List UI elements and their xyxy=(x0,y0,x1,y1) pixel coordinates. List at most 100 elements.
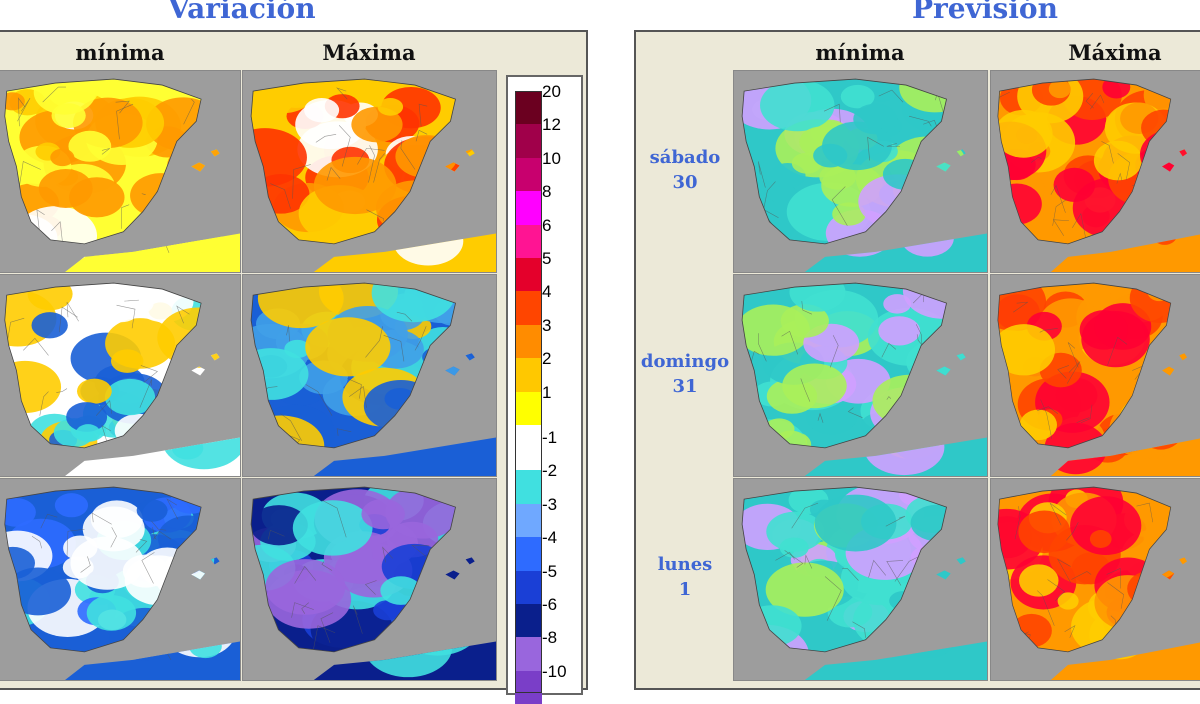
province-border xyxy=(1071,571,1092,580)
province-border xyxy=(847,407,863,418)
province-border xyxy=(997,91,1010,126)
day-number: 1 xyxy=(678,579,692,600)
province-border xyxy=(831,186,848,226)
province-border xyxy=(1052,199,1067,226)
province-border xyxy=(18,97,26,127)
temperature-patch xyxy=(122,554,169,588)
province-border xyxy=(151,521,167,531)
province-border xyxy=(1066,361,1081,384)
province-border xyxy=(801,301,813,315)
province-border xyxy=(1057,558,1071,583)
legend-swatch xyxy=(515,157,542,192)
province-border xyxy=(817,412,824,423)
province-border xyxy=(1040,399,1053,439)
province-border xyxy=(116,103,134,140)
weather-map xyxy=(990,274,1200,477)
province-border xyxy=(141,193,146,195)
legend-bar-outline xyxy=(515,91,542,693)
legend-label: -8 xyxy=(542,628,558,648)
legend-label: -5 xyxy=(542,561,558,581)
province-border xyxy=(110,527,117,548)
day-label-monday: lunes 1 xyxy=(638,552,732,602)
province-border xyxy=(791,502,819,529)
province-border xyxy=(923,119,938,129)
province-border xyxy=(315,134,337,143)
temperature-patch xyxy=(104,378,156,416)
coastline xyxy=(4,282,202,449)
province-border xyxy=(347,378,362,399)
temperature-patch xyxy=(136,499,168,522)
temperature-patch xyxy=(31,312,68,339)
province-border xyxy=(1049,502,1067,526)
province-border xyxy=(867,136,884,161)
legend-label: 6 xyxy=(542,215,552,235)
temperature-patch xyxy=(1018,564,1059,597)
color-scale-legend: 20 12 10 8 6 5 4 3 2 1 -1 -2 -3 -4 -5 -6 -8 -10 xyxy=(506,75,583,704)
day-number: 30 xyxy=(672,172,698,193)
legend-label: -4 xyxy=(542,528,558,548)
weather-map xyxy=(733,70,988,273)
weather-map xyxy=(990,70,1200,273)
legend-label: 8 xyxy=(542,182,552,202)
province-border xyxy=(1037,406,1058,414)
temperature-patch xyxy=(878,316,921,346)
temperature-patch xyxy=(38,168,93,208)
province-border xyxy=(784,550,804,568)
temperature-patch xyxy=(782,363,847,409)
province-border xyxy=(101,425,111,448)
province-border xyxy=(101,148,110,155)
province-border xyxy=(1039,327,1058,333)
province-border xyxy=(1090,94,1105,110)
forecast-min-header: mínima xyxy=(815,40,905,65)
temperature-patch xyxy=(883,294,912,314)
coastline xyxy=(741,282,947,449)
province-border xyxy=(800,378,811,402)
province-border xyxy=(823,103,841,123)
legend-label: 12 xyxy=(542,115,561,135)
temperature-patch xyxy=(1070,496,1142,555)
legend-swatch xyxy=(515,124,542,158)
province-border xyxy=(305,384,333,416)
province-border xyxy=(868,559,887,578)
province-border xyxy=(1057,365,1069,379)
province-border xyxy=(886,396,892,400)
province-border xyxy=(353,605,363,634)
province-border xyxy=(1080,404,1093,424)
legend-label: 1 xyxy=(542,382,552,402)
province-border xyxy=(885,515,906,527)
province-border xyxy=(183,98,195,125)
temperature-patch xyxy=(377,98,404,116)
forecast-max-header: Máxima xyxy=(1068,40,1162,65)
province-border xyxy=(51,221,64,248)
legend-swatch xyxy=(515,537,542,571)
legend-swatch xyxy=(515,224,542,258)
province-border xyxy=(396,311,413,322)
temperature-patch xyxy=(305,317,391,377)
province-border xyxy=(66,528,85,558)
province-border xyxy=(320,612,334,643)
province-border xyxy=(400,140,416,170)
legend-swatch xyxy=(515,391,542,425)
coastline xyxy=(741,78,947,245)
province-border xyxy=(1101,141,1114,164)
temperature-patch xyxy=(1053,167,1096,202)
day-number: 31 xyxy=(672,376,698,397)
day-name: sábado xyxy=(649,147,721,168)
province-border xyxy=(292,164,311,199)
temperature-patch xyxy=(268,79,324,108)
legend-label: -10 xyxy=(542,661,567,681)
province-border xyxy=(842,568,859,581)
province-border xyxy=(804,554,813,569)
province-border xyxy=(139,379,152,408)
legend-label: 5 xyxy=(542,249,552,268)
province-border xyxy=(39,391,49,416)
province-border xyxy=(141,552,155,584)
day-name: domingo xyxy=(640,351,730,372)
province-border xyxy=(1076,417,1090,424)
province-border xyxy=(301,602,309,614)
day-name: lunes xyxy=(657,554,713,575)
legend-swatch xyxy=(515,503,542,538)
legend-label: 4 xyxy=(542,282,552,302)
province-border xyxy=(66,301,79,322)
temperature-patch xyxy=(313,156,397,215)
